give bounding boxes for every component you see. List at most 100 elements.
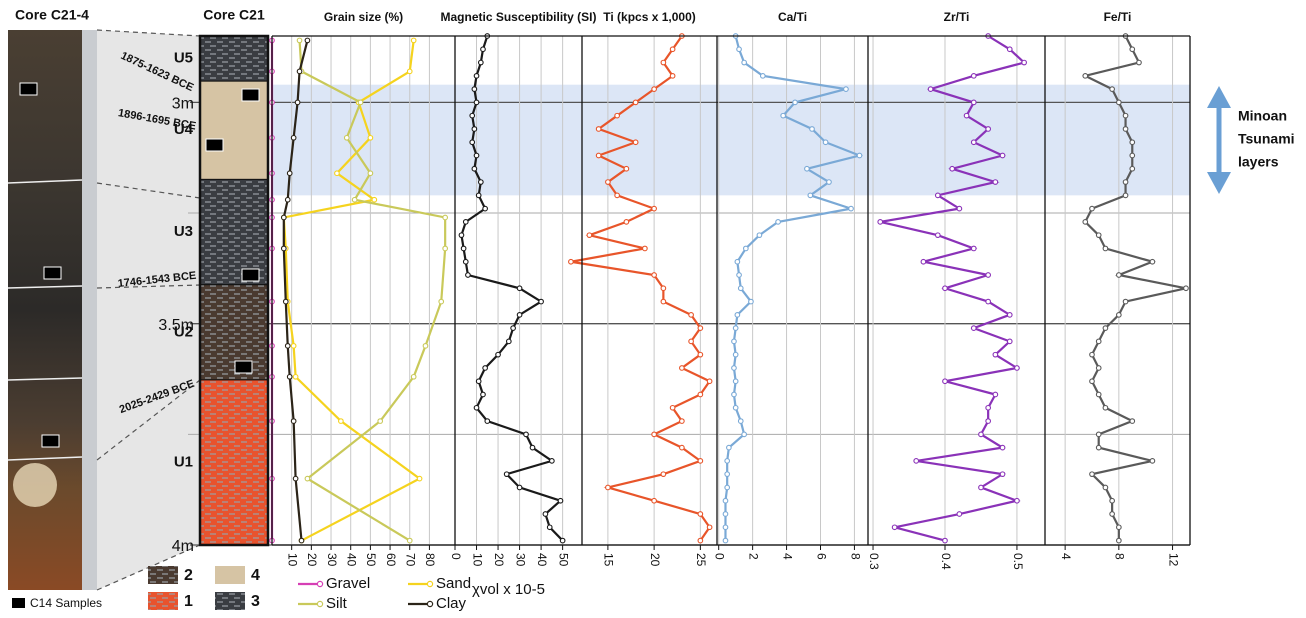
profile-point — [1122, 298, 1129, 305]
profile-point — [290, 342, 297, 349]
profile-point — [1082, 219, 1089, 225]
profile-point — [605, 179, 611, 185]
profile-point — [706, 524, 713, 531]
panel-title: Fe/Ti — [1104, 10, 1132, 24]
profile-point — [891, 524, 898, 531]
lith-legend-label: 1 — [184, 593, 193, 610]
profile-point — [978, 484, 984, 491]
profile-point — [985, 418, 992, 424]
profile-point — [516, 311, 523, 318]
profile-point — [1095, 391, 1102, 398]
profile-point — [410, 373, 417, 380]
profile-point — [732, 351, 739, 358]
profile-point — [480, 46, 486, 53]
profile-point — [559, 537, 566, 544]
profile-point — [679, 444, 685, 451]
profile-point — [1095, 232, 1102, 239]
profile-point — [304, 475, 311, 482]
profile-point — [1115, 99, 1122, 106]
profile-point — [357, 99, 364, 106]
profile-point — [632, 99, 639, 106]
connector-area — [97, 30, 200, 590]
photo-c14 — [19, 82, 62, 448]
x-tick-label: 20 — [648, 553, 662, 567]
profile-point — [505, 338, 512, 345]
profile-point — [438, 298, 445, 305]
profile-point — [999, 152, 1006, 159]
profile-point — [1129, 139, 1136, 146]
legend-label: Clay — [436, 595, 467, 612]
profile-point — [732, 378, 739, 385]
unit-label: U1 — [174, 453, 193, 470]
profile-point — [688, 311, 694, 318]
profile-point — [748, 298, 754, 305]
profile-point — [970, 72, 977, 79]
profile-point — [985, 404, 992, 411]
profile-point — [480, 391, 486, 398]
profile-point — [469, 139, 476, 146]
profile-point — [542, 511, 549, 517]
profile-point — [473, 404, 480, 411]
profile-point — [471, 86, 478, 92]
connector-line — [96, 284, 201, 289]
profile-point — [523, 431, 529, 438]
profile-point — [651, 86, 657, 92]
profile-point — [471, 126, 478, 132]
x-tick-label: 80 — [423, 553, 437, 567]
x-tick-label: 60 — [384, 553, 398, 567]
profile-point — [809, 126, 815, 132]
profile-point — [741, 59, 747, 66]
profile-point — [632, 139, 639, 146]
profile-point — [406, 68, 413, 75]
profile-point — [1102, 245, 1109, 252]
profile-point — [992, 179, 999, 185]
c14-sample — [234, 360, 253, 374]
x-tick-label: 10 — [286, 553, 300, 567]
c14-legend-box — [12, 598, 25, 608]
x-tick-label: 6 — [814, 553, 828, 560]
profile-point — [477, 179, 484, 185]
profile-point — [503, 471, 510, 478]
profile-point — [292, 475, 299, 482]
profile-point — [1183, 285, 1189, 292]
x-tick-label: 20 — [492, 553, 506, 567]
profile-point — [294, 99, 301, 106]
profile-point — [1122, 179, 1129, 185]
core-unit — [199, 35, 269, 82]
x-tick-label: 8 — [848, 553, 862, 560]
profile-point — [759, 72, 766, 79]
profile-point — [804, 165, 810, 172]
profile-point — [416, 475, 423, 482]
photo-ruler — [82, 30, 97, 590]
profile-point — [1149, 258, 1156, 265]
profile-point — [927, 86, 934, 92]
profile-point — [1021, 59, 1027, 66]
profile-point — [614, 112, 620, 119]
profile-point — [734, 258, 741, 265]
profile-point — [1129, 152, 1136, 159]
profile-point — [465, 272, 471, 278]
legend-marker — [316, 600, 324, 608]
log-title: Core C21 — [203, 7, 265, 23]
profile-point — [1006, 46, 1013, 53]
profile-point — [1095, 338, 1102, 345]
profile-point — [722, 537, 729, 544]
depth-tick-label: 3m — [172, 96, 194, 113]
profile-point — [510, 325, 516, 331]
profile-point — [1089, 205, 1095, 212]
profile-point — [422, 342, 429, 349]
lith-legend-swatch — [215, 566, 245, 584]
x-tick-label: 0.5 — [1011, 553, 1025, 570]
x-tick-label: 0 — [713, 553, 727, 560]
unit-label: U3 — [174, 223, 193, 240]
tsunami-arrow — [1207, 86, 1231, 194]
highlight-layer — [272, 84, 1190, 196]
profile-point — [843, 86, 849, 92]
profile-point — [338, 418, 344, 424]
x-tick-label: 30 — [513, 553, 527, 567]
profile-point — [1122, 112, 1129, 119]
profile-line — [298, 40, 447, 542]
photo-boundary — [7, 456, 83, 461]
core-border — [198, 34, 270, 547]
profile-point — [623, 219, 630, 225]
